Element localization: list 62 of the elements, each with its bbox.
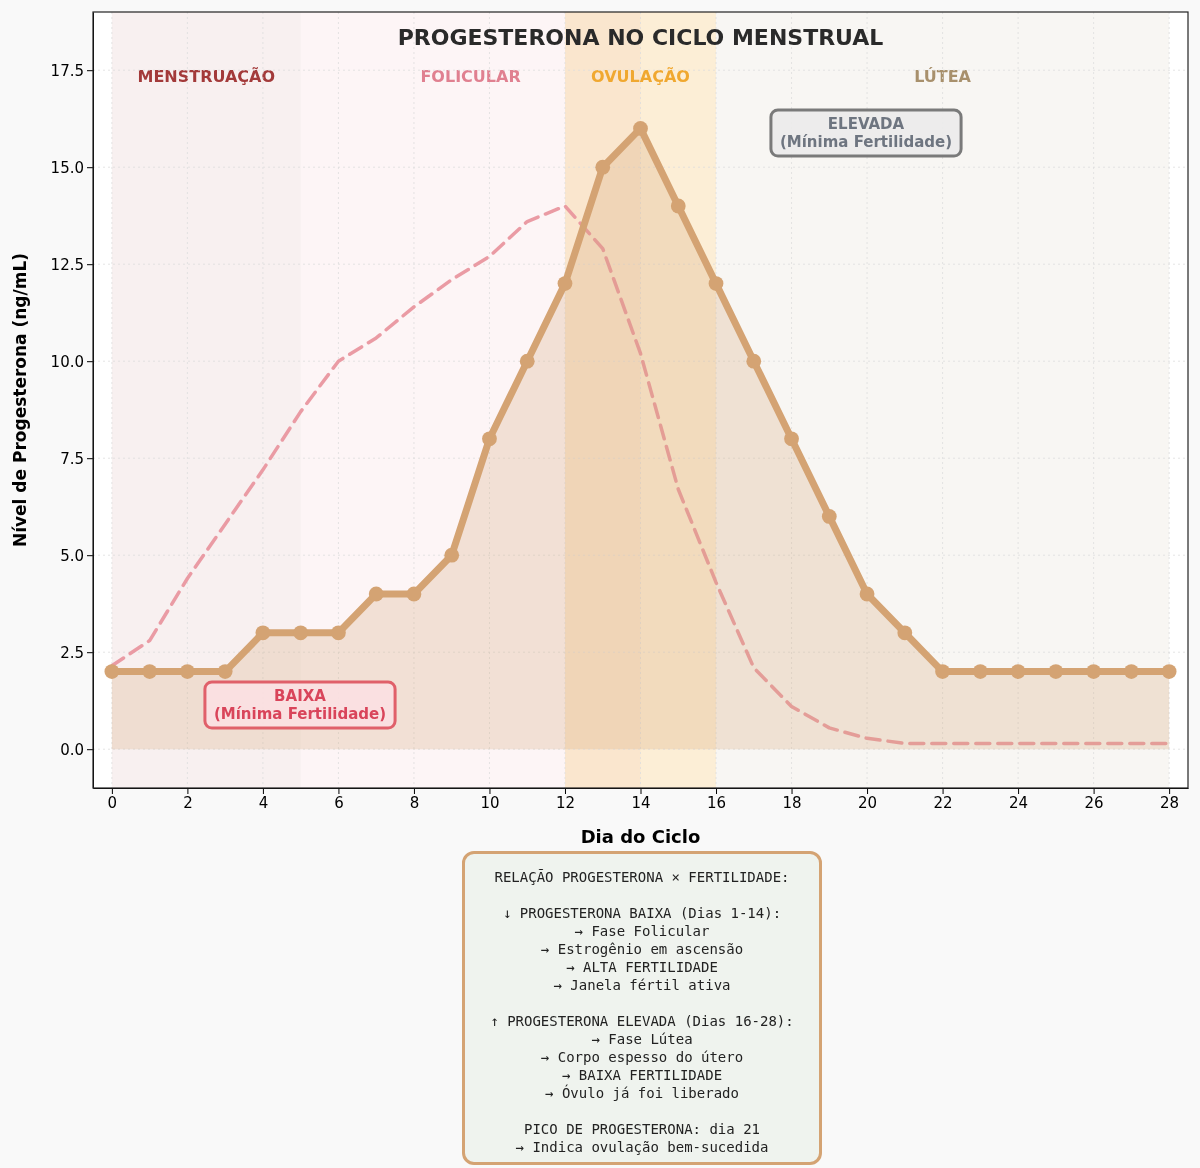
point bbox=[519, 353, 535, 369]
x-tick-label: 10 bbox=[480, 793, 500, 812]
x-tick-label: 12 bbox=[555, 793, 576, 812]
point bbox=[293, 625, 309, 641]
y-tick-label: 10.0 bbox=[50, 352, 84, 371]
x-tick-label: 28 bbox=[1160, 793, 1180, 812]
point bbox=[406, 586, 422, 602]
band-label: FOLICULAR bbox=[420, 66, 521, 86]
point bbox=[859, 586, 875, 602]
point bbox=[972, 664, 988, 679]
x-tick-label: 4 bbox=[258, 793, 269, 812]
text: RELAÇÃO PROGESTERONA × FERTILIDADE: ↓ PROGESTERONA BAIXA (Dias 1-14): → Fase Folicular → Estrogênio em ascensão → ALTA FERTILIDADE → Janela fértil ativa ↑ PROGESTERONA ELEVADA (Dias 16-28): → Fase Lútea → Corpo espesso do útero → BAIXA FERTILIDADE → Óvulo já foi liberado PICO DE PROGESTERONA: dia 21 → Indica ovulação bem-sucedida bbox=[490, 869, 794, 1155]
point bbox=[180, 664, 195, 679]
point bbox=[217, 664, 233, 679]
text: PROGESTERONA NO CICLO MENSTRUAL bbox=[397, 25, 884, 50]
point bbox=[331, 625, 346, 641]
point bbox=[1048, 664, 1064, 679]
point bbox=[104, 664, 120, 679]
annotation: ELEVADA (Mínima Fertilidade) bbox=[779, 115, 953, 151]
point bbox=[444, 547, 460, 563]
point bbox=[557, 276, 573, 291]
point bbox=[1161, 664, 1177, 679]
x-tick-label: 16 bbox=[706, 793, 727, 812]
x-tick-label: 26 bbox=[1084, 793, 1104, 812]
point bbox=[1086, 664, 1101, 679]
point bbox=[595, 159, 611, 175]
x-tick-label: 14 bbox=[631, 793, 651, 812]
point bbox=[708, 276, 724, 291]
y-tick-label: 12.5 bbox=[50, 255, 84, 274]
point bbox=[633, 121, 648, 136]
x-tick-label: 0 bbox=[107, 793, 118, 812]
point bbox=[897, 625, 913, 641]
y-tick-label: 7.5 bbox=[60, 449, 84, 468]
x-tick-label: 24 bbox=[1009, 793, 1029, 812]
point bbox=[1123, 664, 1139, 679]
point bbox=[368, 586, 384, 602]
y-tick-label: 2.5 bbox=[60, 643, 84, 662]
point bbox=[935, 664, 950, 679]
x-tick-label: 18 bbox=[782, 793, 802, 812]
point bbox=[670, 198, 686, 214]
x-tick-label: 2 bbox=[183, 793, 193, 812]
point bbox=[821, 509, 837, 524]
point bbox=[482, 431, 497, 447]
y-tick-label: 15.0 bbox=[50, 158, 84, 177]
y-tick-label: 0.0 bbox=[60, 740, 84, 759]
y-axis-title: Nível de Progesterona (ng/mL) bbox=[10, 252, 30, 548]
x-tick-label: 20 bbox=[858, 793, 878, 812]
point bbox=[784, 431, 799, 447]
point bbox=[746, 353, 762, 369]
point bbox=[255, 625, 271, 641]
band-label: OVULAÇÃO bbox=[591, 66, 690, 86]
point bbox=[142, 664, 158, 679]
x-tick-label: 8 bbox=[409, 793, 420, 812]
annotation: BAIXA (Mínima Fertilidade) bbox=[213, 687, 387, 723]
band-label: MENSTRUAÇÃO bbox=[137, 66, 276, 86]
x-axis-title: Dia do Ciclo bbox=[580, 826, 701, 847]
point bbox=[1010, 664, 1026, 679]
y-tick-label: 5.0 bbox=[60, 546, 84, 565]
y-tick-label: 17.5 bbox=[50, 61, 84, 80]
band-label: LÚTEA bbox=[914, 66, 972, 86]
x-tick-label: 6 bbox=[334, 793, 344, 812]
x-tick-label: 22 bbox=[933, 793, 953, 812]
